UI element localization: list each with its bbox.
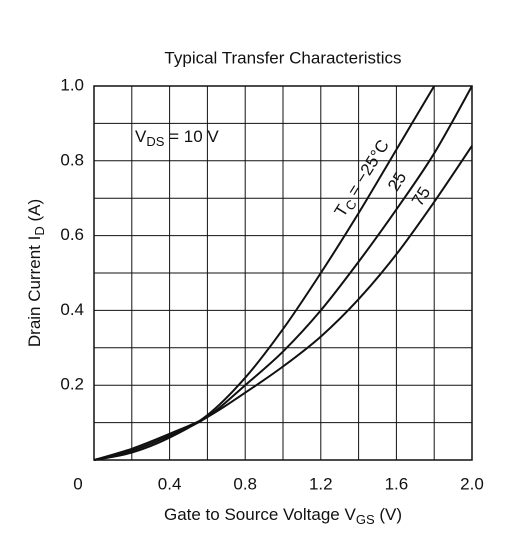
cond-rest: = 10 V	[164, 127, 219, 146]
x-label-sub: GS	[356, 512, 375, 527]
chart-title: Typical Transfer Characteristics	[164, 48, 401, 67]
x-tick-label: 0.8	[233, 474, 257, 493]
x-tick-label: 2.0	[460, 474, 484, 493]
condition-label: VDS = 10 V	[135, 127, 219, 149]
y-tick-label: 0.2	[60, 375, 84, 394]
curve	[93, 85, 436, 461]
cond-main: V	[135, 127, 147, 146]
x-label-rest: (V)	[375, 505, 402, 524]
cond-sub: DS	[146, 134, 164, 149]
x-axis-label: Gate to Source Voltage VGS (V)	[164, 505, 402, 527]
x-tick-label: 0.4	[158, 474, 182, 493]
y-tick-label: 1.0	[60, 75, 84, 94]
y-tick-label: 0.4	[60, 300, 84, 319]
y-tick-label: 0.8	[60, 150, 84, 169]
y-tick-label: 0.6	[60, 225, 84, 244]
y-axis-label: Drain Current ID (A)	[25, 199, 47, 347]
y-label-rest: (A)	[25, 199, 44, 226]
series-label: 25	[384, 168, 410, 194]
y-label-main: Drain Current I	[25, 236, 44, 347]
x-tick-label: 1.2	[309, 474, 333, 493]
x-tick-label: 1.6	[385, 474, 409, 493]
plot-frame	[93, 85, 473, 461]
x-label-main: Gate to Source Voltage V	[164, 505, 357, 524]
curve	[93, 145, 473, 461]
y-label-sub: D	[32, 226, 47, 235]
x-tick-label: 0	[73, 474, 82, 493]
curve	[93, 85, 473, 461]
